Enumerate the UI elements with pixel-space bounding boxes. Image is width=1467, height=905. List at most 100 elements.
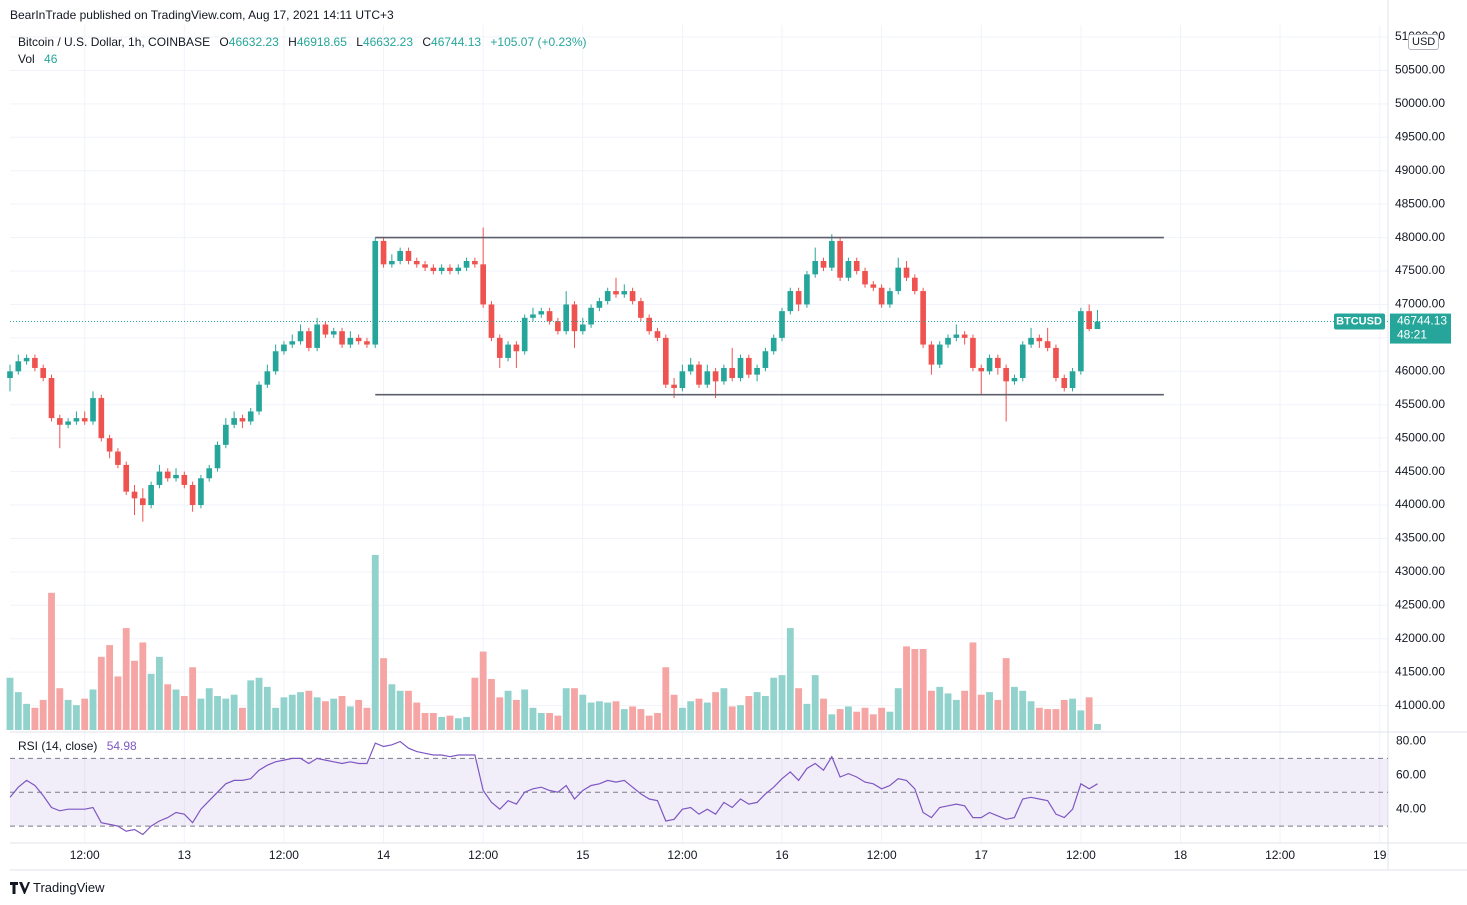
candle-body <box>770 337 777 352</box>
symbol-legend: Bitcoin / U.S. Dollar, 1h, COINBASE O466… <box>18 35 587 49</box>
volume-bar <box>380 658 387 730</box>
volume-value: 46 <box>44 52 58 66</box>
y-tick-label: 47000.00 <box>1395 297 1445 311</box>
volume-bar <box>131 660 138 730</box>
y-tick-label: 44000.00 <box>1395 497 1445 511</box>
volume-bar <box>438 716 446 730</box>
close-label: C <box>422 35 432 49</box>
candle-body <box>239 418 246 422</box>
footer: TradingView <box>10 880 105 895</box>
candle-body <box>264 371 271 385</box>
candle-body <box>555 321 561 332</box>
candle-body <box>15 361 22 372</box>
volume-bar <box>903 646 910 730</box>
volume-bar <box>446 715 454 730</box>
volume-bar <box>280 697 288 730</box>
candle-body <box>887 291 893 305</box>
volume-bar <box>795 688 803 730</box>
volume-bar <box>421 713 429 730</box>
symbol: Bitcoin / U.S. Dollar, 1h, COINBASE <box>18 35 211 49</box>
volume-bar <box>928 690 935 730</box>
volume-bar <box>180 696 188 730</box>
candle-body <box>389 260 395 265</box>
volume-bar <box>720 688 728 730</box>
volume-bar <box>114 676 122 730</box>
x-tick-label: 12:00 <box>1066 848 1096 862</box>
x-tick-label: 12:00 <box>468 848 498 862</box>
candle-body <box>372 240 379 345</box>
volume-bar <box>869 714 877 730</box>
volume-bar <box>164 684 172 730</box>
candle-body <box>156 471 163 485</box>
candle-body <box>721 367 727 382</box>
candle-body <box>1094 321 1101 330</box>
volume-bar <box>1069 698 1076 730</box>
candle-body <box>413 260 420 265</box>
candle-body <box>945 337 951 345</box>
x-tick-label: 18 <box>1174 848 1188 862</box>
x-tick-label: 12:00 <box>667 848 697 862</box>
y-tick-label: 42500.00 <box>1395 597 1445 611</box>
volume-bar <box>48 592 55 730</box>
volume-bar <box>396 690 404 730</box>
candle-body <box>247 411 254 422</box>
y-tick-label: 48500.00 <box>1395 196 1445 210</box>
volume-bar <box>886 711 894 730</box>
candle-body <box>638 301 644 318</box>
x-tick-label: 16 <box>775 848 789 862</box>
candle-body <box>787 291 794 312</box>
candle-body <box>405 250 412 261</box>
candle-body <box>306 331 312 348</box>
candle-body <box>447 267 453 272</box>
candle-body <box>123 464 130 492</box>
volume-bar <box>371 554 379 730</box>
candle-body <box>1044 341 1051 348</box>
rsi-tick-label: 40.00 <box>1396 801 1426 815</box>
candle-body <box>795 291 802 305</box>
volume-bar <box>272 707 280 730</box>
ticker-text: BTCUSD <box>1336 315 1382 327</box>
volume-bar <box>770 677 778 730</box>
low-label: L <box>356 35 363 49</box>
volume-bar <box>811 675 819 730</box>
volume-bar <box>753 692 761 730</box>
candle-body <box>438 267 445 272</box>
y-tick-label: 46000.00 <box>1395 363 1445 377</box>
currency-badge[interactable]: USD <box>1408 34 1440 50</box>
candle-body <box>189 484 196 506</box>
candle-body <box>297 331 304 342</box>
volume-bar <box>861 707 869 730</box>
candle-body <box>1003 367 1009 382</box>
candle-body <box>1028 337 1034 345</box>
volume-bar <box>977 694 985 730</box>
volume-bar <box>662 667 670 730</box>
volume-bar <box>205 688 213 730</box>
volume-bar <box>56 688 64 730</box>
volume-bar <box>836 709 844 730</box>
x-tick-label: 15 <box>576 848 590 862</box>
volume-legend: Vol 46 <box>18 52 57 66</box>
volume-bar <box>512 699 520 730</box>
volume-bar <box>189 667 197 730</box>
y-tick-label: 43500.00 <box>1395 531 1445 545</box>
volume-bar <box>479 651 487 730</box>
candle-body <box>613 291 619 295</box>
candle-body <box>206 468 213 479</box>
volume-bar <box>322 701 329 730</box>
candle-body <box>1036 337 1043 342</box>
candle-body <box>139 498 146 506</box>
volume-bar <box>612 701 620 730</box>
candle-body <box>314 324 320 348</box>
x-tick-label: 12:00 <box>269 848 299 862</box>
volume-bar <box>197 698 205 730</box>
candle-body <box>804 274 810 305</box>
candle-body <box>322 324 329 335</box>
candle-body <box>704 371 711 385</box>
volume-bar <box>620 709 628 730</box>
volume-bar <box>687 701 695 730</box>
candle-body <box>995 357 1001 368</box>
y-tick-label: 50000.00 <box>1395 96 1445 110</box>
volume-label: Vol <box>18 52 35 66</box>
candle-body <box>73 418 80 422</box>
